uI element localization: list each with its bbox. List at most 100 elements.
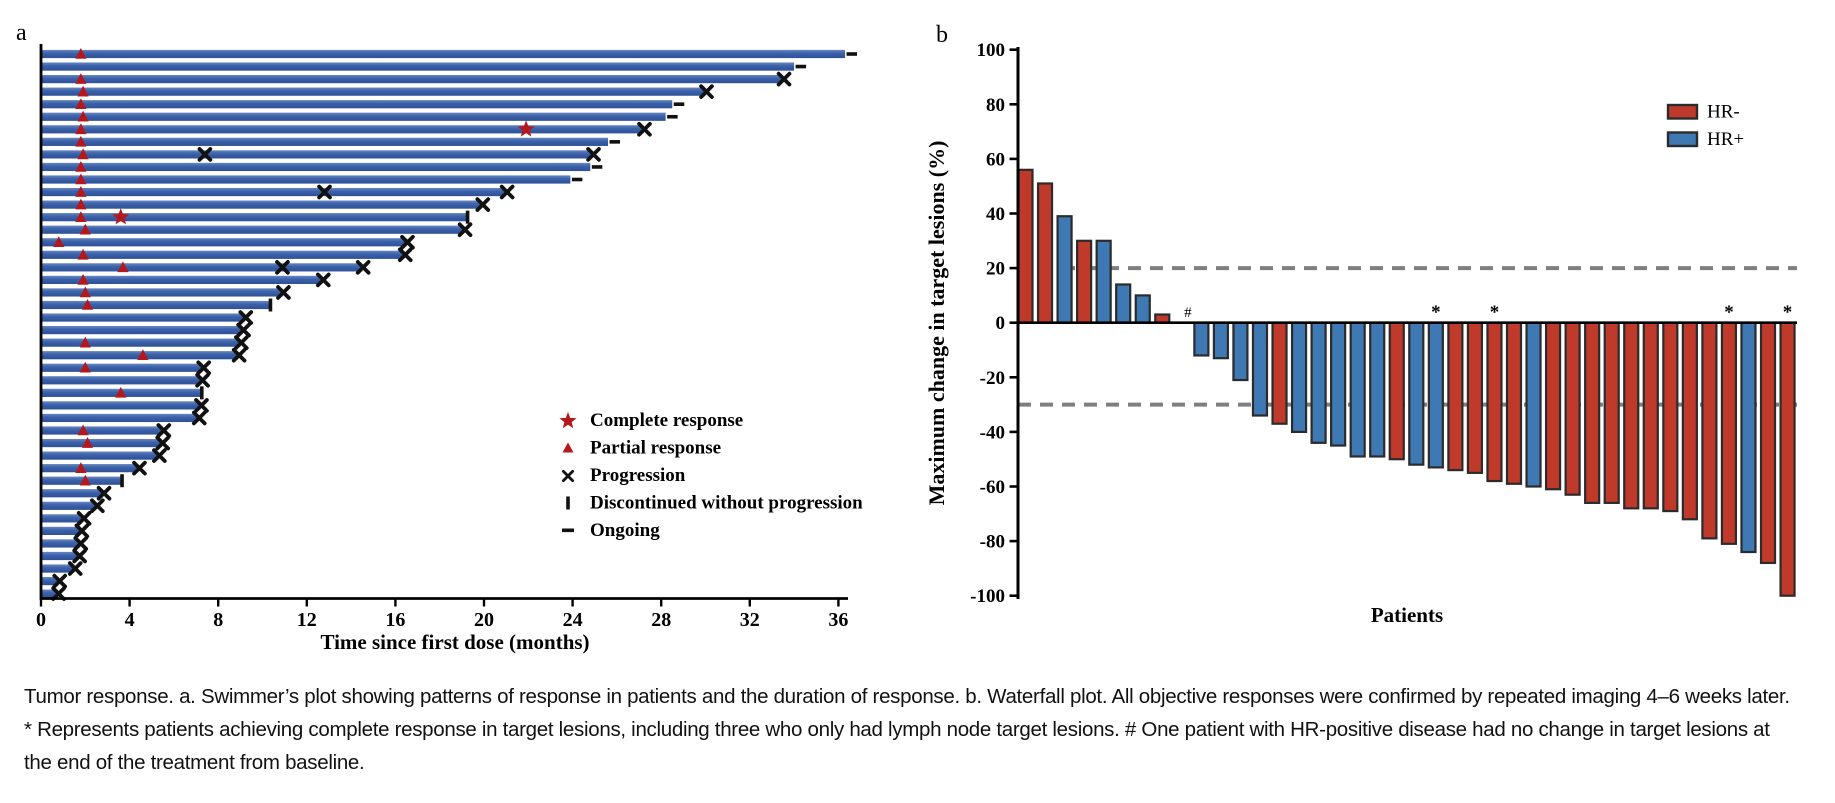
progression-x-icon: [275, 260, 290, 275]
swimmer-bar: [41, 225, 465, 234]
swimmer-plot: 0 4 8 12 16 20 24 28 32 36 Time since first dose (…: [36, 44, 863, 654]
progression-x-icon: [562, 470, 574, 482]
waterfall-bar: [1427, 321, 1444, 469]
x-tick-label: 0: [36, 609, 46, 631]
figure-caption: Tumor response. a. Swimmer’s plot showin…: [24, 685, 1790, 774]
progression-x-icon: [234, 335, 249, 350]
progression-x-icon: [236, 322, 251, 338]
y-tick-label: -80: [980, 532, 1005, 553]
legend-label: Partial response: [590, 438, 721, 459]
y-tick-label: 20: [986, 259, 1005, 280]
partial-response-triangle-icon: [137, 349, 149, 360]
partial-response-triangle-icon: [75, 73, 87, 84]
waterfall-bar: [1369, 321, 1386, 458]
progression-x-icon: [67, 561, 83, 576]
swimmer-bar: [41, 489, 104, 498]
y-tick-label: -40: [980, 422, 1005, 443]
y-tick-label: 80: [986, 95, 1005, 116]
swimmer-bar: [41, 263, 363, 272]
waterfall-bar: [1486, 321, 1503, 483]
y-axis-title: Maximum change in target lesions (%): [924, 141, 949, 506]
swimmer-bar: [41, 539, 80, 548]
progression-x-icon: [195, 373, 210, 388]
progression-x-icon: [52, 573, 68, 589]
asterisk-annotation: *: [1724, 302, 1734, 323]
progression-x-icon: [96, 485, 112, 501]
waterfall-bar: [1056, 215, 1073, 324]
legend-triangle-icon: [562, 442, 574, 453]
ongoing-dash-icon: [609, 140, 621, 144]
y-tick-label: 40: [986, 204, 1005, 225]
progression-x-icon: [355, 260, 371, 275]
partial-response-triangle-icon: [79, 361, 91, 373]
partial-response-triangle-icon: [79, 474, 91, 486]
y-tick-label: -20: [980, 368, 1005, 389]
waterfall-bar: [1740, 321, 1757, 554]
legend-ongoing-icon: [562, 528, 574, 533]
waterfall-bar: [1193, 321, 1210, 357]
partial-response-triangle-icon: [77, 85, 89, 97]
x-axis-title: Patients: [1371, 603, 1443, 627]
swimmer-bar: [41, 75, 784, 84]
partial-response-triangle-icon: [75, 160, 87, 172]
asterisk-annotation: *: [1431, 302, 1441, 323]
partial-response-triangle-icon: [75, 186, 87, 197]
partial-response-triangle-icon: [75, 462, 87, 473]
waterfall-bar: [1251, 321, 1269, 417]
legend-label: Ongoing: [590, 520, 660, 541]
partial-response-triangle-icon: [115, 386, 127, 398]
progression-x-icon: [475, 197, 491, 212]
partial-response-triangle-icon: [77, 110, 89, 122]
swimmer-bar: [41, 49, 846, 59]
partial-response-triangle-icon: [77, 424, 89, 436]
x-tick-label: 28: [651, 609, 671, 631]
progression-x-icon: [74, 523, 90, 539]
progression-x-icon: [156, 423, 172, 438]
swimmer-bar: [41, 363, 203, 372]
waterfall-bar: [1232, 321, 1249, 382]
progression-x-icon: [637, 122, 652, 137]
swimmer-bar: [41, 577, 59, 586]
partial-response-triangle-icon: [75, 211, 87, 222]
swimmer-bar: [41, 238, 407, 247]
progression-x-icon: [76, 511, 92, 526]
progression-x-icon: [90, 498, 105, 514]
asterisk-annotation: *: [1783, 302, 1793, 323]
partial-response-triangle-icon: [53, 236, 65, 248]
discontinued-bar-icon: [199, 386, 204, 400]
swimmer-bar: [41, 200, 482, 209]
swimmer-bar: [41, 213, 467, 222]
swimmer-bar: [41, 351, 239, 360]
progression-x-icon: [196, 360, 211, 376]
progression-x-icon: [776, 71, 792, 87]
swimmer-bar: [41, 250, 405, 259]
swimmer-bar: [41, 100, 673, 109]
waterfall-bar: [1095, 239, 1112, 324]
panel-a-label: a: [16, 20, 27, 46]
x-tick-label: 36: [828, 609, 848, 631]
swimmer-bar: [41, 150, 593, 159]
swimmer-bar: [41, 338, 241, 347]
partial-response-triangle-icon: [75, 123, 87, 135]
waterfall-bar: [1330, 321, 1347, 447]
partial-response-triangle-icon: [75, 48, 87, 59]
waterfall-bar: [1662, 321, 1679, 513]
partial-response-triangle-icon: [77, 148, 89, 160]
swimmer-bar: [41, 514, 84, 523]
partial-response-triangle-icon: [75, 98, 87, 109]
waterfall-bar: [1564, 321, 1581, 496]
ongoing-dash-icon: [795, 64, 807, 69]
waterfall-bar: [1290, 321, 1308, 434]
legend-label: Complete response: [590, 410, 743, 431]
ongoing-dash-icon: [667, 114, 678, 119]
complete-response-star-icon: [517, 120, 535, 137]
swimmer-bar: [41, 438, 162, 448]
swimmer-bar: [41, 175, 571, 184]
progression-x-icon: [276, 285, 291, 300]
waterfall-bar: [1681, 321, 1698, 521]
waterfall-bar: [1408, 321, 1425, 466]
swimmer-bar: [41, 87, 706, 96]
ongoing-dash-icon: [571, 177, 583, 182]
progression-x-icon: [457, 222, 473, 237]
waterfall-bar: [1310, 321, 1327, 444]
